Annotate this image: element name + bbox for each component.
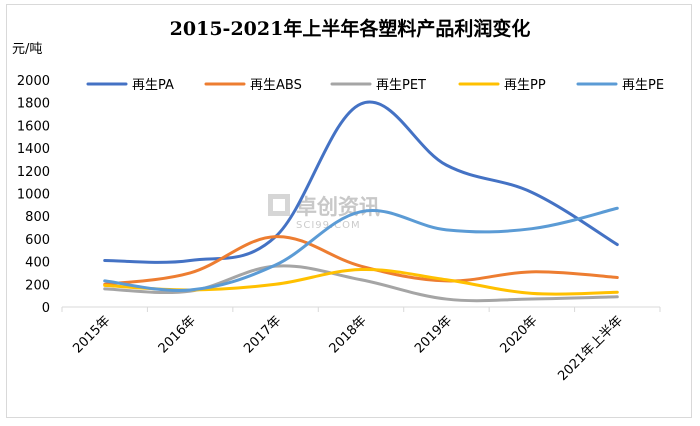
x-tick-label: 2019年 [412, 313, 455, 356]
legend: 再生PA 再生ABS 再生PET 再生PP 再生PE [86, 78, 664, 93]
series-line-0 [103, 100, 619, 264]
y-tick-label: 1600 [17, 119, 50, 134]
legend-label: 再生PE [622, 78, 664, 93]
watermark-text: 卓创资讯 [296, 195, 380, 219]
y-tick-label: 600 [25, 233, 50, 248]
series-line-1 [103, 235, 619, 286]
legend-label: 再生PP [504, 78, 546, 93]
chart-title: 2015-2021年上半年各塑料产品利润变化 [169, 18, 531, 40]
x-tick-label: 2018年 [327, 313, 370, 356]
y-tick-label: 2000 [17, 74, 50, 89]
chart-frame [6, 4, 692, 418]
x-tick-label: 2020年 [497, 313, 540, 356]
watermark-sub: SCI99.COM [296, 220, 361, 231]
y-tick-label: 1400 [17, 142, 50, 157]
y-tick-label: 0 [42, 301, 50, 316]
x-tick-label: 2016年 [156, 313, 199, 356]
y-tick-label: 800 [25, 210, 50, 225]
watermark: 卓创资讯 SCI99.COM [268, 194, 380, 231]
x-tick-label: 2015年 [70, 313, 113, 356]
series-lines [103, 100, 619, 303]
y-tick-label: 1800 [17, 97, 50, 112]
series-line-4 [103, 206, 619, 292]
watermark-logo-icon-inner [273, 199, 285, 211]
legend-label: 再生PET [376, 78, 426, 93]
legend-label: 再生ABS [250, 78, 302, 93]
y-tick-label: 1200 [17, 165, 50, 180]
legend-label: 再生PA [132, 78, 174, 93]
y-axis-unit: 元/吨 [12, 42, 43, 57]
x-tick-label: 2017年 [241, 313, 284, 356]
y-tick-label: 1000 [17, 188, 50, 203]
y-tick-label: 400 [25, 256, 50, 271]
y-tick-label: 200 [25, 278, 50, 293]
x-tick-label: 2021年上半年 [555, 313, 626, 384]
